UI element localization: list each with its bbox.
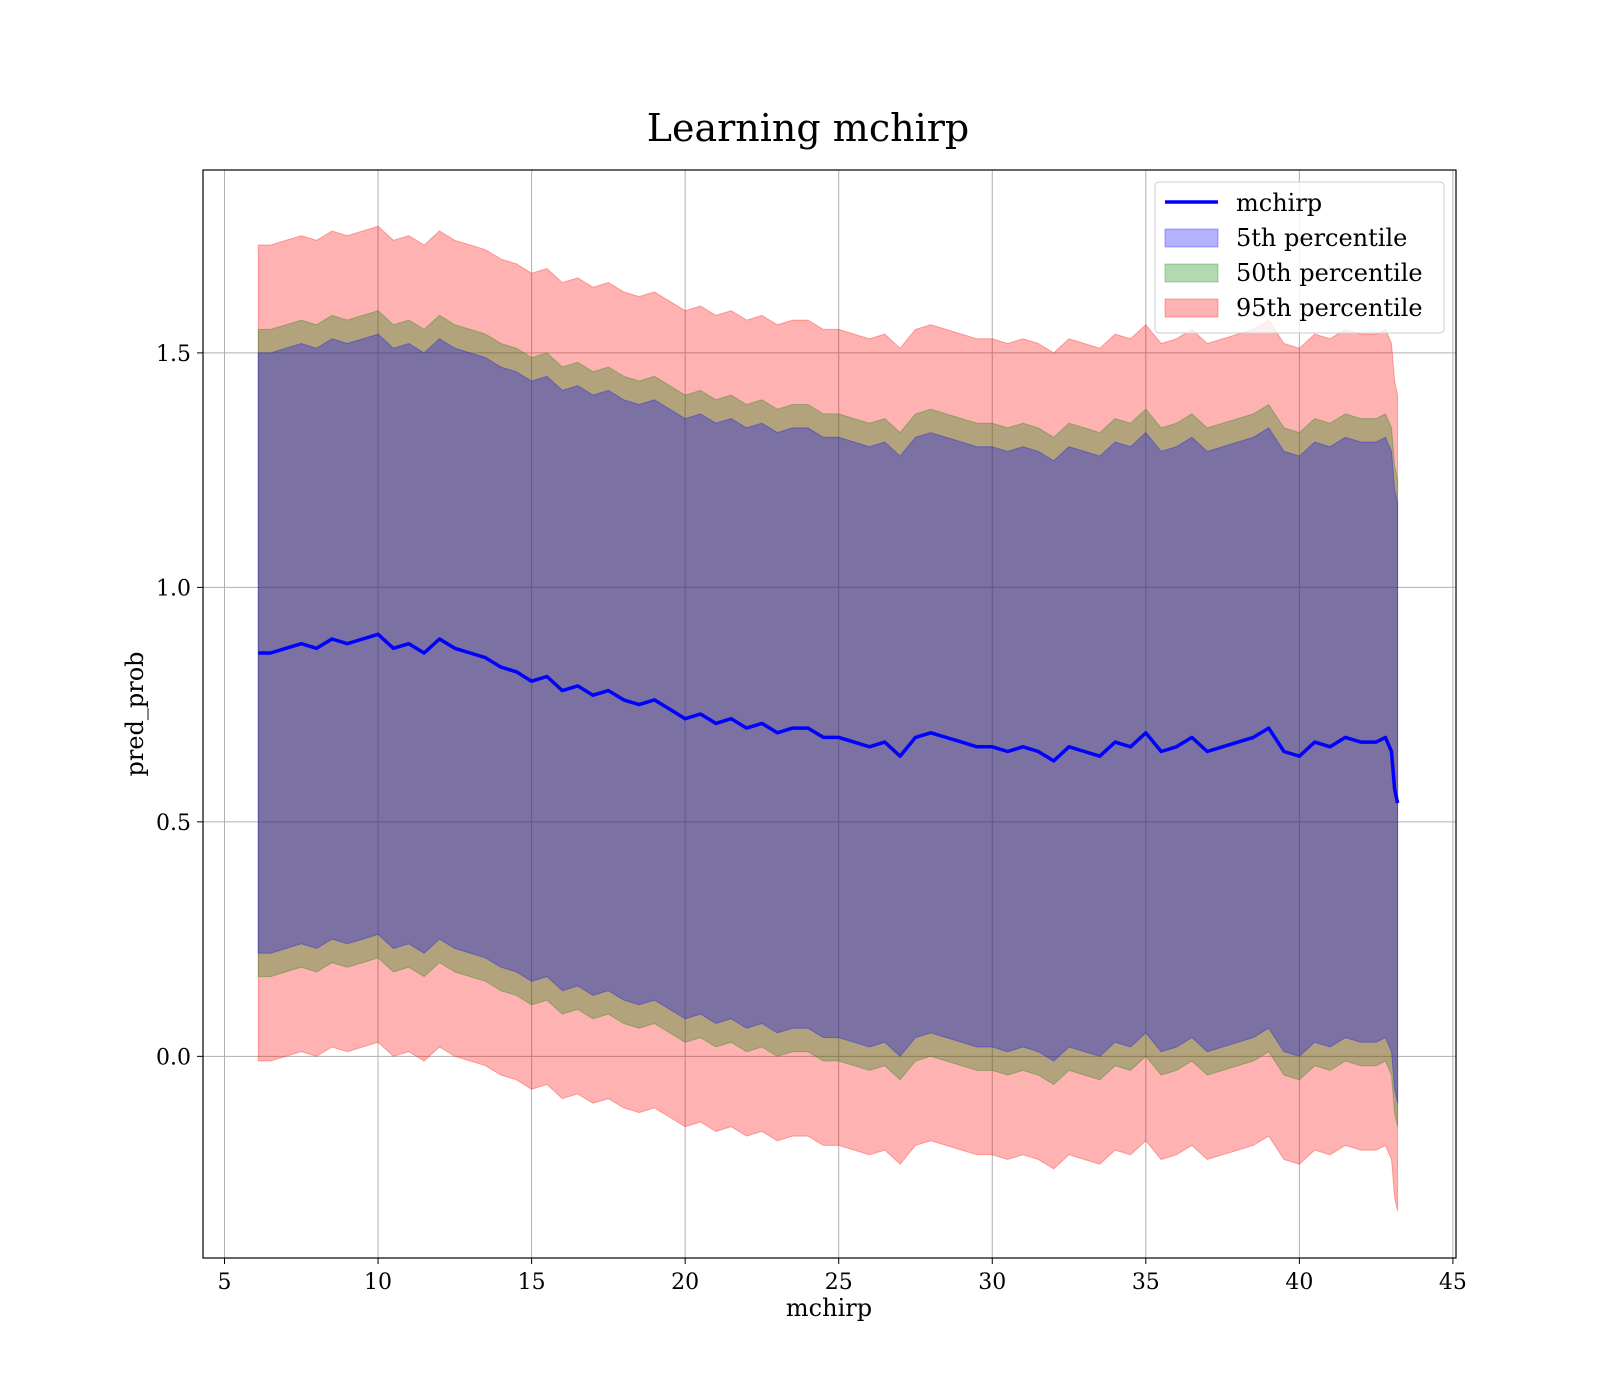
y-tick-label: 0.5 — [156, 811, 191, 836]
x-axis-label: mchirp — [786, 1294, 872, 1322]
legend-label-5th: 5th percentile — [1236, 224, 1407, 252]
legend-swatch-5th — [1164, 228, 1219, 248]
band-50th-percentile — [257, 310, 1399, 1127]
legend-swatch-50th — [1164, 263, 1219, 283]
legend-label-50th: 50th percentile — [1236, 259, 1423, 287]
x-tick-label: 45 — [1439, 1270, 1467, 1295]
x-tick-label: 20 — [671, 1270, 699, 1295]
y-tick-label: 0.0 — [156, 1045, 191, 1070]
legend-label-mchirp: mchirp — [1236, 189, 1322, 217]
percentile-bands — [257, 225, 1399, 1212]
legend-frame — [1154, 181, 1445, 334]
y-tick-label: 1.0 — [156, 576, 191, 601]
legend: mchirp 5th percentile 50th percentile 95… — [1154, 181, 1445, 334]
x-tick-label: 40 — [1285, 1270, 1313, 1295]
x-axis-ticks: 5 10 15 20 25 30 35 40 45 — [217, 1258, 1467, 1295]
x-tick-label: 30 — [978, 1270, 1006, 1295]
y-axis-ticks: 0.0 0.5 1.0 1.5 — [156, 342, 203, 1070]
band-95th-percentile — [257, 225, 1399, 1212]
grid — [203, 170, 1456, 1258]
x-tick-label: 5 — [217, 1270, 231, 1295]
series-line-mchirp — [258, 632, 1400, 804]
x-tick-label: 10 — [364, 1270, 392, 1295]
y-axis-label: pred_prob — [121, 651, 149, 776]
x-tick-label: 15 — [518, 1270, 546, 1295]
band-5th-percentile — [257, 333, 1399, 1104]
x-tick-label: 35 — [1132, 1270, 1160, 1295]
y-tick-label: 1.5 — [156, 342, 191, 367]
x-tick-label: 25 — [825, 1270, 853, 1295]
plot-frame — [202, 169, 1457, 1259]
legend-label-95th: 95th percentile — [1236, 294, 1423, 322]
chart-title: Learning mchirp — [647, 106, 969, 150]
legend-swatch-95th — [1164, 298, 1219, 318]
